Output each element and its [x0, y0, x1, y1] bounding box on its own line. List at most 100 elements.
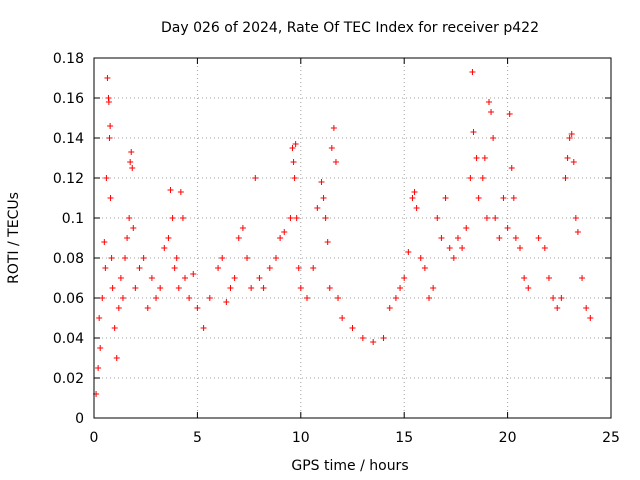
data-point — [467, 175, 474, 181]
data-point — [417, 255, 424, 261]
data-point — [215, 265, 222, 271]
data-point — [426, 295, 433, 301]
data-point — [409, 195, 416, 201]
data-points — [93, 69, 594, 397]
data-point — [496, 235, 503, 241]
data-point — [370, 339, 377, 345]
data-point — [227, 285, 234, 291]
data-point — [181, 275, 188, 281]
y-tick-label: 0.16 — [53, 91, 84, 107]
data-point — [438, 235, 445, 241]
x-tick-label: 5 — [193, 430, 202, 446]
data-point — [459, 245, 466, 251]
data-point — [239, 225, 246, 231]
data-point — [122, 255, 129, 261]
data-point — [463, 225, 470, 231]
data-point — [386, 305, 393, 311]
y-tick-labels: 0 0.02 0.04 0.06 0.08 0.1 0.12 0.14 0.16 0.18 — [53, 51, 84, 427]
data-point — [545, 275, 552, 281]
data-point — [304, 295, 311, 301]
data-point — [105, 99, 112, 105]
data-point — [470, 129, 477, 135]
data-point — [324, 239, 331, 245]
data-point — [252, 175, 259, 181]
x-tick-label: 15 — [395, 430, 413, 446]
data-point — [579, 275, 586, 281]
data-point — [119, 295, 126, 301]
data-point — [136, 265, 143, 271]
data-point — [413, 205, 420, 211]
data-point — [562, 175, 569, 181]
data-point — [587, 315, 594, 321]
data-point — [421, 265, 428, 271]
data-point — [401, 275, 408, 281]
data-point — [508, 165, 515, 171]
x-tick-label: 10 — [292, 430, 310, 446]
data-point — [572, 215, 579, 221]
data-point — [248, 285, 255, 291]
data-point — [564, 155, 571, 161]
data-point — [332, 159, 339, 165]
data-point — [293, 215, 300, 221]
chart-title: Day 026 of 2024, Rate Of TEC Index for r… — [161, 20, 539, 36]
data-point — [171, 265, 178, 271]
data-point — [290, 159, 297, 165]
data-point — [310, 265, 317, 271]
data-point — [186, 295, 193, 301]
data-point — [326, 285, 333, 291]
data-point — [583, 305, 590, 311]
data-point — [115, 305, 122, 311]
data-point — [359, 335, 366, 341]
data-point — [450, 255, 457, 261]
data-point — [500, 195, 507, 201]
data-point — [165, 235, 172, 241]
data-point — [469, 69, 476, 75]
data-point — [297, 285, 304, 291]
data-point — [99, 295, 106, 301]
data-point — [144, 305, 151, 311]
data-point — [101, 239, 108, 245]
data-point — [157, 285, 164, 291]
data-point — [219, 255, 226, 261]
x-tick-label: 0 — [90, 430, 99, 446]
data-point — [223, 299, 230, 305]
data-point — [95, 365, 102, 371]
x-tick-labels: 0 5 10 15 20 25 — [90, 430, 620, 446]
data-point — [97, 345, 104, 351]
y-tick-label: 0.1 — [62, 211, 84, 227]
data-point — [129, 165, 136, 171]
y-tick-label: 0.02 — [53, 371, 84, 387]
data-point — [289, 145, 296, 151]
data-point — [167, 187, 174, 193]
data-point — [281, 229, 288, 235]
data-point — [287, 215, 294, 221]
data-point — [392, 295, 399, 301]
x-tick-label: 25 — [602, 430, 620, 446]
data-point — [124, 235, 131, 241]
data-point — [235, 235, 242, 241]
data-point — [490, 135, 497, 141]
data-point — [446, 245, 453, 251]
x-axis-label: GPS time / hours — [291, 458, 408, 474]
data-point — [492, 215, 499, 221]
y-tick-label: 0.14 — [53, 131, 84, 147]
data-point — [442, 195, 449, 201]
data-point — [454, 235, 461, 241]
y-tick-label: 0.08 — [53, 251, 84, 267]
data-point — [132, 285, 139, 291]
data-point — [175, 285, 182, 291]
data-point — [525, 285, 532, 291]
data-point — [113, 355, 120, 361]
gridlines — [94, 58, 611, 418]
data-point — [380, 335, 387, 341]
data-point — [200, 325, 207, 331]
x-tick-label: 20 — [499, 430, 517, 446]
data-point — [328, 145, 335, 151]
data-point — [173, 255, 180, 261]
y-tick-label: 0.12 — [53, 171, 84, 187]
data-point — [512, 235, 519, 241]
data-point — [475, 195, 482, 201]
data-point — [339, 315, 346, 321]
data-point — [194, 305, 201, 311]
